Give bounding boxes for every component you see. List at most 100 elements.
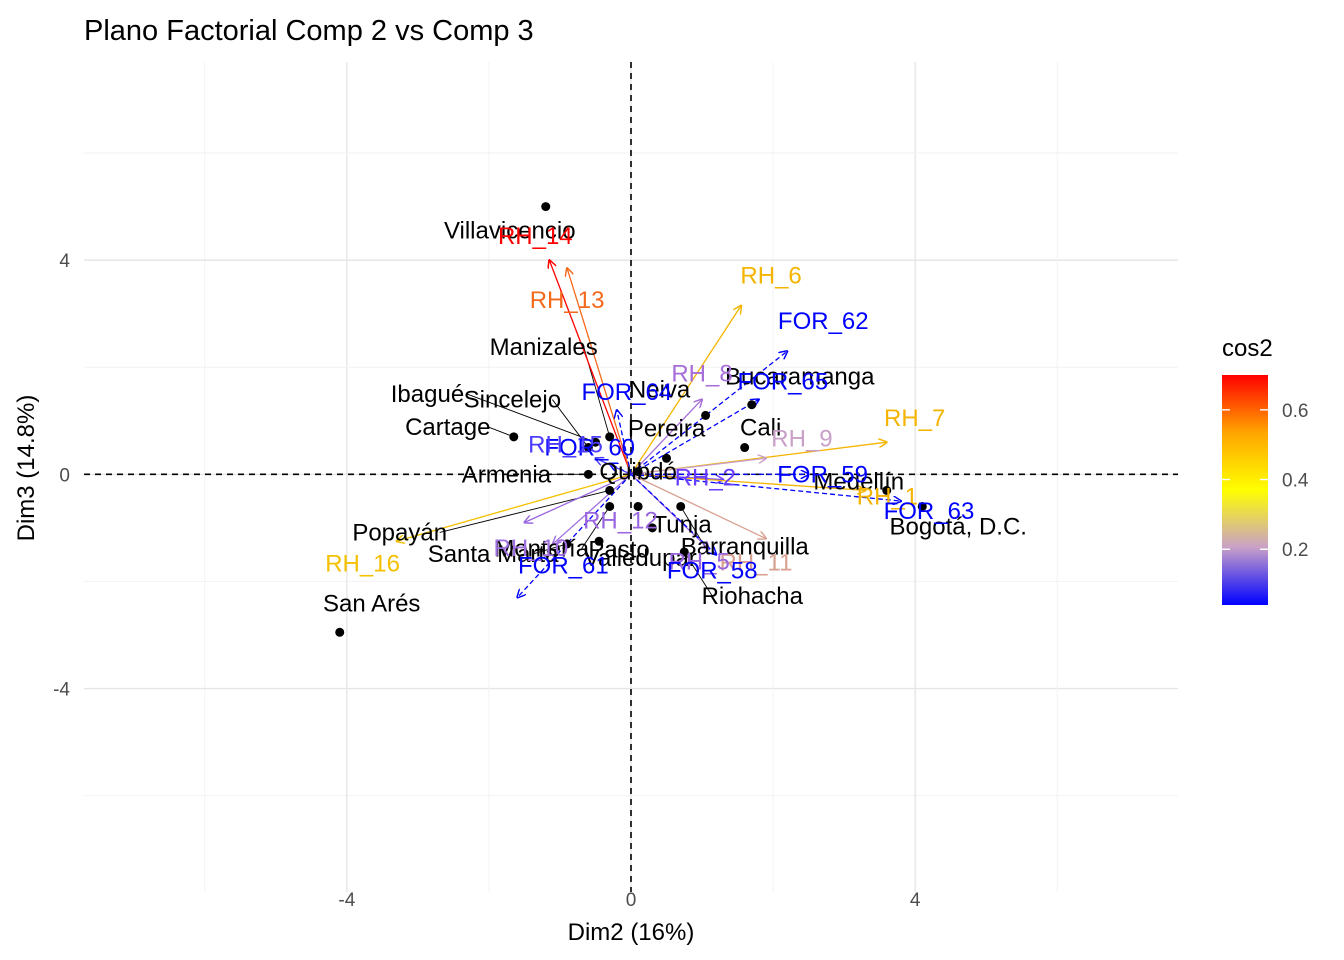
arrow-rh-14 (549, 260, 632, 475)
point-15 (917, 501, 927, 511)
point-16 (594, 536, 604, 546)
arrow-for-64 (617, 410, 632, 475)
individual-label: San Arés (323, 590, 420, 617)
individual-label: Pasto (588, 536, 649, 563)
point-11 (882, 485, 892, 495)
point-3 (583, 443, 593, 453)
individual-label: Sincelejo (464, 387, 561, 414)
leader-line (552, 399, 589, 448)
variable-arrows (397, 260, 901, 597)
axis-ticks: -4 0 4 -4 0 4 (53, 251, 921, 911)
variable-label: RH_8 (671, 360, 732, 387)
arrow-rh-11 (630, 473, 766, 538)
point-12 (633, 501, 643, 511)
chart-title: Plano Factorial Comp 2 vs Comp 3 (84, 15, 534, 47)
individual-label: Bucaramanga (725, 364, 875, 391)
individual-label: Pereira (628, 415, 706, 442)
individual-label: Manizales (490, 334, 598, 361)
x-tick-label: 4 (910, 890, 921, 911)
legend-ticks: 0.2 0.4 0.6 (1222, 401, 1309, 561)
variable-label: FOR_65 (738, 368, 829, 395)
legend-tick-label: 0.4 (1282, 471, 1309, 492)
variable-label: FOR_61 (518, 552, 609, 579)
legend-title: cos2 (1222, 335, 1273, 362)
variable-label: FOR_60 (544, 435, 635, 462)
variable-label: RH_14 (498, 223, 573, 250)
individual-label: Armenia (462, 461, 552, 488)
variable-label: RH_13 (530, 287, 605, 314)
point-13 (605, 485, 615, 495)
y-tick-label: 4 (59, 251, 70, 272)
arrow-for-58 (630, 473, 716, 554)
individual-label: Neiva (629, 376, 691, 403)
point-1 (605, 432, 615, 442)
legend-tick-label: 0.2 (1282, 540, 1308, 561)
point-2 (590, 437, 600, 447)
individual-label: Cali (740, 415, 781, 442)
variable-label: FOR_62 (778, 308, 869, 335)
legend-colorbar (1222, 375, 1268, 605)
individual-label: Tunja (653, 511, 713, 538)
point-9 (583, 469, 593, 479)
variable-label: RH_15 (528, 431, 603, 458)
variable-label: RH_7 (884, 405, 945, 432)
cos2-legend: cos2 0.2 0.4 0.6 (1222, 335, 1309, 605)
variable-label: RH_2 (675, 465, 736, 492)
y-tick-label: -4 (53, 680, 70, 701)
variable-label: RH_1 (857, 483, 918, 510)
x-axis-title: Dim2 (16%) (568, 919, 695, 946)
variable-label: FOR_64 (581, 379, 672, 406)
individual-label: Bogotá, D.C. (890, 513, 1027, 540)
variable-label: RH_12 (583, 508, 658, 535)
variable-label: RH_6 (740, 263, 801, 290)
point-8 (740, 443, 750, 453)
arrow-for-65 (630, 399, 759, 475)
point-0 (541, 202, 551, 212)
y-tick-label: 0 (59, 465, 70, 486)
arrow-rh-1 (630, 473, 865, 490)
individual-label: Montería (494, 535, 589, 562)
leader-line (680, 506, 706, 547)
y-axis-title: Dim3 (14.8%) (13, 395, 40, 542)
point-18 (562, 539, 572, 549)
leader-line (487, 426, 514, 438)
arrow-rh-12 (524, 473, 632, 522)
individual-label: Quibdó (599, 459, 676, 486)
arrow-for-63 (630, 473, 901, 501)
point-14 (605, 501, 615, 511)
point-19 (647, 523, 657, 533)
variable-label: RH_16 (325, 550, 400, 577)
variable-label: RH_10 (493, 535, 568, 562)
individual-label: Popayán (352, 519, 447, 546)
variable-label: RH_9 (771, 425, 832, 452)
point-10 (633, 467, 643, 477)
individual-label: Ibagué (391, 381, 464, 408)
arrow-rh-8 (630, 399, 702, 475)
point-21 (335, 627, 345, 637)
point-17 (676, 501, 686, 511)
individual-label: Valledupar (584, 545, 697, 572)
point-6 (509, 432, 519, 442)
x-tick-label: 0 (626, 890, 637, 911)
variable-label: RH_11 (720, 550, 793, 577)
individual-label: Cartage (405, 414, 490, 441)
leader-line (581, 506, 611, 549)
arrow-rh-9 (630, 458, 766, 475)
variable-label: FOR_58 (667, 558, 758, 585)
leader-line (467, 393, 596, 443)
point-7 (662, 453, 672, 463)
individual-labels: Villavicencio Manizales Ibagué Sincelejo Nei… (323, 218, 1027, 618)
x-tick-label: -4 (338, 890, 355, 911)
point-5 (747, 400, 757, 410)
arrow-rh-16 (397, 473, 632, 541)
legend-tick-label: 0.6 (1282, 401, 1308, 422)
individual-label: Villavicencio (444, 218, 576, 245)
individual-points (335, 202, 927, 637)
arrow-rh-15 (595, 458, 632, 475)
arrow-rh-10 (553, 473, 632, 544)
point-20 (679, 547, 689, 557)
variable-label: RH_5 (668, 548, 729, 575)
individual-label: Barranquilla (681, 533, 810, 560)
